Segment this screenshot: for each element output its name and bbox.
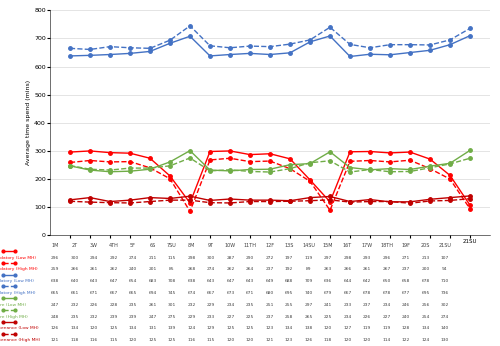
Y-axis label: Average time spend (mins): Average time spend (mins) [26,80,32,165]
